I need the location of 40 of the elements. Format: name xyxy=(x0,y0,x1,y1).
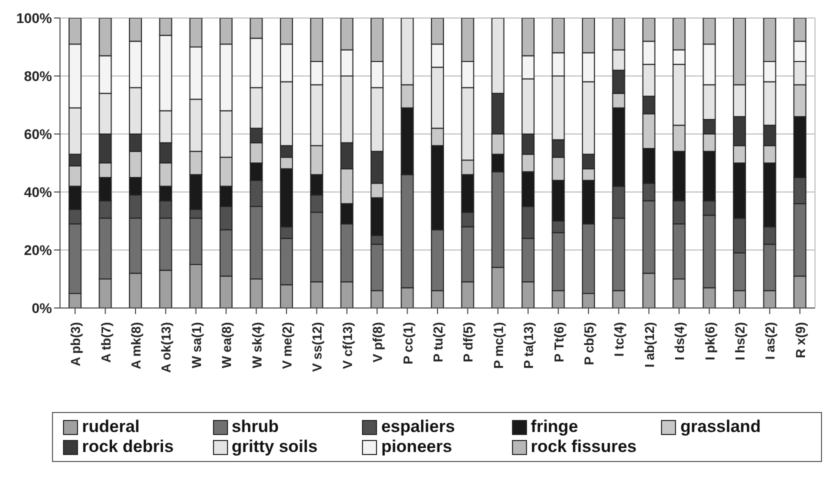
x-tick-label: R x(9) xyxy=(792,322,808,358)
x-tick-label: P tu(2) xyxy=(430,322,446,362)
x-tick-label: I pk(6) xyxy=(702,322,718,360)
y-tick-label: 20% xyxy=(24,242,53,258)
x-tick-label: I as(2) xyxy=(762,322,778,360)
x-tick-label: P ta(13) xyxy=(521,322,536,369)
legend-label: rock debris xyxy=(82,437,174,457)
y-tick-label: 80% xyxy=(24,68,53,84)
legend-label: grassland xyxy=(680,417,761,437)
x-tick-label: I hs(2) xyxy=(732,322,748,360)
x-tick-label: P mc(1) xyxy=(490,322,506,369)
x-tick-label: V ss(12) xyxy=(310,322,325,372)
x-tick-label: W sk(4) xyxy=(249,322,264,368)
x-tick-label: I tc(4) xyxy=(612,322,627,357)
x-tick-label: V cf(13) xyxy=(340,322,355,369)
y-tick-label: 0% xyxy=(32,300,53,316)
x-tick-label: P Tt(6) xyxy=(551,322,566,362)
x-tick-label: P df(5) xyxy=(460,322,476,362)
x-tick-label: A pb(3) xyxy=(68,322,84,366)
legend-label: espaliers xyxy=(381,417,455,437)
x-tick-label: A ok(13) xyxy=(158,322,174,373)
y-tick-label: 60% xyxy=(24,126,53,142)
legend-label: ruderal xyxy=(82,417,140,437)
legend-label: rock fissures xyxy=(530,437,637,457)
legend-label: pioneers xyxy=(381,437,452,457)
x-tick-label: W ea(8) xyxy=(219,322,234,368)
y-tick-label: 40% xyxy=(24,184,53,200)
legend-label: fringe xyxy=(530,417,578,437)
legend-label: gritty soils xyxy=(232,437,318,457)
x-tick-label: V pf(8) xyxy=(370,322,386,362)
x-tick-label: A tb(7) xyxy=(98,322,114,363)
x-tick-label: I ab(12) xyxy=(642,322,657,368)
legend-label: shrub xyxy=(232,417,279,437)
x-tick-label: V me(2) xyxy=(280,322,294,369)
x-tick-label: I ds(4) xyxy=(672,322,688,360)
x-tick-label: A mk(8) xyxy=(128,322,144,370)
x-tick-label: P cb(5) xyxy=(582,322,596,366)
y-tick-label: 100% xyxy=(16,10,53,26)
x-tick-label: W sa(1) xyxy=(188,322,204,368)
x-tick-label: P cc(1) xyxy=(400,322,416,364)
